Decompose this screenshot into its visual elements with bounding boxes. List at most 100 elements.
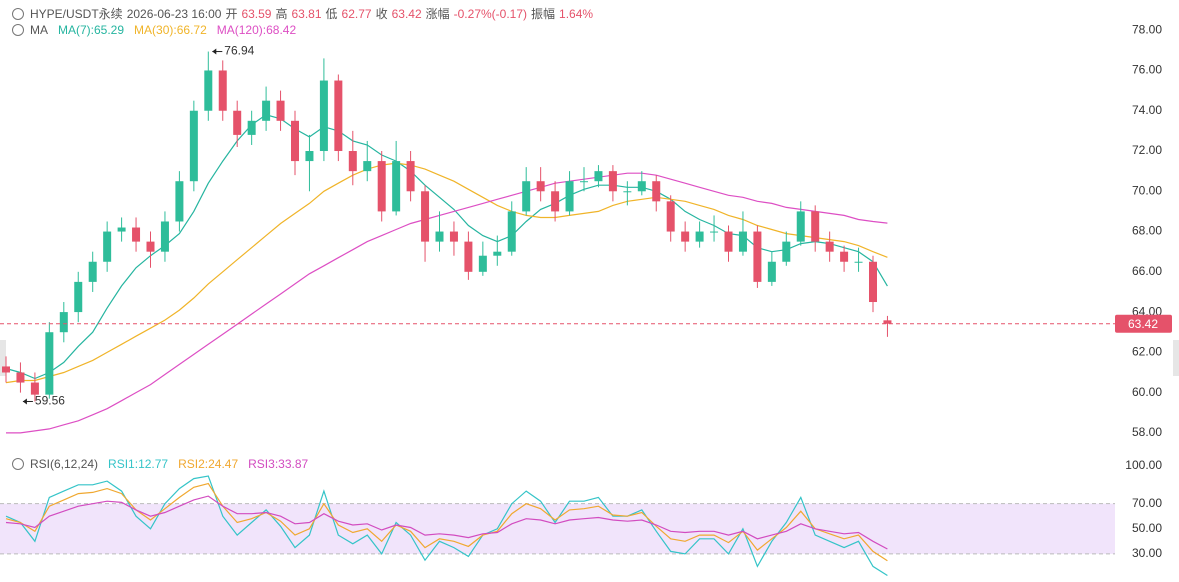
candle-body (869, 261, 877, 303)
candle-body (565, 181, 574, 212)
y-tick-label: 64.00 (1132, 304, 1162, 318)
legend-value: 24.47 (208, 457, 239, 471)
band (0, 503, 1115, 554)
legend-name: RSI2: (178, 457, 209, 471)
candle-body (233, 110, 242, 135)
candle-body (738, 231, 747, 252)
value: 1.64% (559, 6, 594, 21)
collapse-icon[interactable] (12, 7, 24, 20)
candle-body (146, 241, 155, 252)
y-tick-label: 74.00 (1132, 103, 1162, 117)
candle-body (449, 231, 458, 242)
collapse-icon[interactable] (12, 458, 24, 470)
legend: MA MA(7):65.29 MA(30):66.72 MA(120):68.42 (12, 23, 296, 37)
candle-body (710, 231, 719, 233)
candle-body (435, 231, 444, 242)
candle-body (392, 161, 401, 212)
candle-body (2, 366, 10, 373)
candle-body (348, 151, 357, 172)
legend-name: MA(120): (216, 23, 267, 37)
y-tick-label: 70.00 (1132, 496, 1162, 510)
candle-body (88, 261, 97, 282)
extreme-label: 76.94 (224, 44, 254, 58)
legend-title: MA (30, 23, 48, 37)
y-tick-label: 76.00 (1132, 63, 1162, 77)
candle-body (319, 80, 328, 152)
legend-value: 68.42 (266, 23, 297, 37)
candle-body (493, 251, 502, 256)
candle-body (854, 261, 863, 263)
line (5, 495, 888, 550)
marker-arrow-head (212, 48, 217, 55)
candle-body (796, 211, 805, 242)
extreme-label: 59.56 (35, 394, 65, 408)
candle-body (103, 231, 112, 262)
scroll-tab[interactable] (0, 340, 6, 376)
legend-name: MA(7): (58, 23, 94, 37)
scroll-tab[interactable] (1173, 340, 1179, 376)
legend-name: RSI1: (108, 457, 139, 471)
label: 涨幅 (425, 7, 450, 21)
legend-name: MA(30): (134, 23, 177, 37)
legend-item[interactable]: MA(30):66.72 (134, 23, 207, 37)
line (5, 162, 888, 384)
candle-body (117, 227, 126, 232)
legend-value: 65.29 (94, 23, 125, 37)
legend-value: 66.72 (176, 23, 207, 37)
header: HYPE/USDT永续 2026-06-23 16:00 开 63.59 高 63.… (12, 5, 593, 22)
value: 62.77 (341, 6, 372, 21)
last-price-label: 63.42 (1128, 317, 1158, 331)
candle-body (666, 201, 675, 232)
candle-body (247, 120, 256, 135)
candle-body (363, 161, 372, 172)
candle-body (276, 100, 285, 121)
marker-arrow-head (22, 398, 27, 405)
candle-body (594, 171, 603, 182)
legend: RSI(6,12,24) RSI1:12.77 RSI2:24.47 RSI3:33… (12, 457, 308, 471)
candle-body (30, 382, 39, 395)
candle-body (608, 171, 617, 192)
legend-name: RSI3: (248, 457, 279, 471)
candle-body (218, 70, 227, 111)
candle-body (74, 281, 83, 313)
line (6, 172, 888, 434)
legend-item[interactable]: RSI2:24.47 (178, 457, 238, 471)
candle-body (580, 181, 588, 183)
candle-body (464, 241, 473, 272)
legend-item[interactable]: RSI1:12.77 (108, 457, 168, 471)
label: 高 (275, 7, 288, 21)
label: 开 (225, 7, 238, 21)
y-tick-label: 68.00 (1132, 224, 1162, 238)
legend-item[interactable]: RSI3:33.87 (248, 457, 308, 471)
candle-body (160, 221, 169, 252)
candle-body (551, 191, 560, 212)
candle-body (840, 251, 849, 262)
candle-body (637, 181, 646, 192)
candle-body (305, 151, 314, 162)
legend-title: RSI(6,12,24) (30, 457, 99, 471)
value: 63.81 (291, 6, 322, 21)
y-tick-label: 100.00 (1125, 458, 1162, 472)
candle-body (59, 312, 68, 333)
value: 63.59 (241, 6, 272, 21)
y-tick-label: 60.00 (1132, 385, 1162, 399)
y-tick-label: 50.00 (1132, 521, 1162, 535)
collapse-icon[interactable] (12, 24, 24, 36)
candle-body (536, 181, 545, 192)
candle-body (767, 261, 776, 282)
candle-body (334, 80, 343, 152)
legend-item[interactable]: MA(7):65.29 (58, 23, 124, 37)
candle-body (421, 191, 430, 242)
candle-body (45, 332, 54, 395)
y-tick-label: 78.00 (1132, 22, 1162, 36)
candle-body (695, 231, 704, 242)
candle-body (175, 181, 184, 222)
candle-body (507, 211, 516, 252)
candle-body (753, 231, 762, 282)
y-tick-label: 58.00 (1132, 425, 1162, 439)
legend-item[interactable]: MA(120):68.42 (217, 23, 296, 37)
candle-body (652, 181, 661, 202)
y-tick-label: 62.00 (1132, 345, 1162, 359)
value: 63.42 (391, 6, 422, 21)
